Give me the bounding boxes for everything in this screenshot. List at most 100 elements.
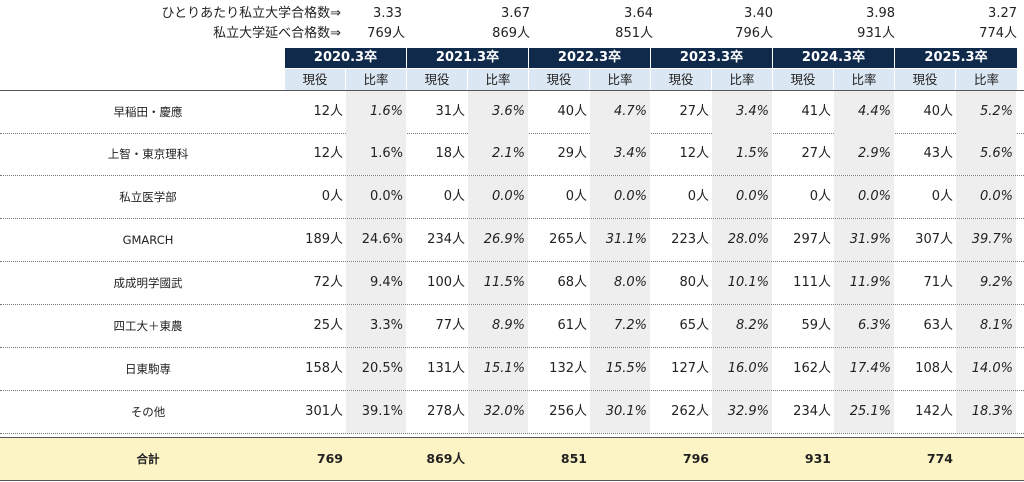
count-header: 現役 [407,69,467,90]
count-cell: 111人 [793,275,831,290]
table-row: その他 301人 39.1% 278人 32.0% 256人 30.1% 262人 32.9% 2… [0,391,1024,434]
rate-cell: 9.4% [346,262,406,304]
rate-cell: 0.0% [346,176,406,218]
year-header: 2021.3卒 [407,48,528,68]
rate-cell: 3.3% [346,305,406,347]
rate-cell: 0.0% [834,176,894,218]
per-student-value: 3.64 [624,6,653,21]
count-cell: 0人 [565,189,587,204]
rate-cell: 14.0% [956,348,1016,390]
rate-cell: 2.9% [834,133,894,175]
total-value: 769 [316,451,343,466]
count-header: 現役 [285,69,345,90]
count-cell: 265人 [549,232,587,247]
count-cell: 18人 [435,146,465,161]
rate-header: 比率 [468,69,528,90]
rate-cell: 2.1% [468,133,528,175]
table-row: 成成明学國武 72人 9.4% 100人 11.5% 68人 8.0% 80人 10.1% 111… [0,262,1024,305]
count-cell: 234人 [427,232,465,247]
count-cell: 234人 [793,404,831,419]
rate-cell: 11.9% [834,262,894,304]
count-cell: 40人 [923,104,953,119]
table-row: 四工大＋東農 25人 3.3% 77人 8.9% 61人 7.2% 65人 8.2% 59人 6.3… [0,305,1024,348]
rate-cell: 3.4% [712,91,772,133]
count-cell: 127人 [671,361,709,376]
count-cell: 0人 [443,189,465,204]
rate-cell: 15.5% [590,348,650,390]
category-label: 成成明学國武 [113,276,183,290]
rate-header: 比率 [712,69,772,90]
count-header: 現役 [773,69,833,90]
count-cell: 71人 [923,275,953,290]
count-cell: 41人 [801,104,831,119]
table-row: 上智・東京理科 12人 1.6% 18人 2.1% 29人 3.4% 12人 1.5% 27人 2.… [0,133,1024,176]
per-student-value: 3.40 [744,6,773,21]
total-admissions-value: 869人 [492,26,530,41]
count-cell: 25人 [313,318,343,333]
rate-header: 比率 [834,69,894,90]
count-cell: 223人 [671,232,709,247]
category-label: 日東駒専 [125,362,171,376]
per-student-value: 3.27 [988,6,1017,21]
table-row: 早稲田・慶應 12人 1.6% 31人 3.6% 40人 4.7% 27人 3.4% 41人 4.4… [0,90,1024,134]
rate-cell: 39.1% [346,391,406,433]
count-cell: 80人 [679,275,709,290]
per-student-value: 3.67 [501,6,530,21]
year-header: 2025.3卒 [895,48,1017,68]
rate-cell: 8.9% [468,305,528,347]
count-cell: 27人 [801,146,831,161]
rate-cell: 1.6% [346,133,406,175]
count-cell: 189人 [305,232,343,247]
total-value: 851 [560,451,587,466]
rate-cell: 10.1% [712,262,772,304]
per-student-value: 3.33 [373,6,402,21]
rate-cell: 9.2% [956,262,1016,304]
count-cell: 256人 [549,404,587,419]
category-label: その他 [130,405,166,419]
rate-cell: 32.0% [468,391,528,433]
rate-cell: 32.9% [712,391,772,433]
count-cell: 307人 [915,232,953,247]
rate-cell: 0.0% [956,176,1016,218]
count-cell: 132人 [549,361,587,376]
count-cell: 0人 [809,189,831,204]
category-label: 四工大＋東農 [113,319,183,333]
rate-cell: 15.1% [468,348,528,390]
table-row: 私立医学部 0人 0.0% 0人 0.0% 0人 0.0% 0人 0.0% 0人 0.0% 0人 0.0… [0,176,1024,219]
rate-cell: 8.1% [956,305,1016,347]
summary-block: ひとりあたり私立大学合格数⇒ 3.33 3.67 3.64 3.40 3.98 … [0,4,1024,44]
count-cell: 278人 [427,404,465,419]
rate-cell: 0.0% [468,176,528,218]
year-header: 2023.3卒 [651,48,772,68]
rate-cell: 8.0% [590,262,650,304]
rate-cell: 4.7% [590,91,650,133]
total-value: 931 [804,451,831,466]
count-cell: 72人 [313,275,343,290]
count-cell: 77人 [435,318,465,333]
count-cell: 43人 [923,146,953,161]
rate-cell: 3.4% [590,133,650,175]
rate-cell: 24.6% [346,219,406,261]
rate-cell: 7.2% [590,305,650,347]
total-admissions-value: 796人 [735,26,773,41]
rate-cell: 20.5% [346,348,406,390]
count-cell: 40人 [557,104,587,119]
per-student-value: 3.98 [866,6,895,21]
total-admissions-row: 私立大学延べ合格数⇒ 769人 869人 851人 796人 931人 774人 [0,24,1024,44]
per-student-label: ひとりあたり私立大学合格数⇒ [161,6,341,21]
total-row: 合計 769 869人 851 796 931 774 [0,437,1024,481]
rate-cell: 31.9% [834,219,894,261]
rate-cell: 4.4% [834,91,894,133]
rate-cell: 3.6% [468,91,528,133]
rate-header: 比率 [346,69,406,90]
rate-cell: 25.1% [834,391,894,433]
total-admissions-value: 851人 [615,26,653,41]
table-row: GMARCH 189人 24.6% 234人 26.9% 265人 31.1% 223人 28.… [0,219,1024,262]
count-cell: 142人 [915,404,953,419]
count-cell: 61人 [557,318,587,333]
count-cell: 162人 [793,361,831,376]
rate-cell: 11.5% [468,262,528,304]
count-cell: 29人 [557,146,587,161]
rate-cell: 0.0% [712,176,772,218]
